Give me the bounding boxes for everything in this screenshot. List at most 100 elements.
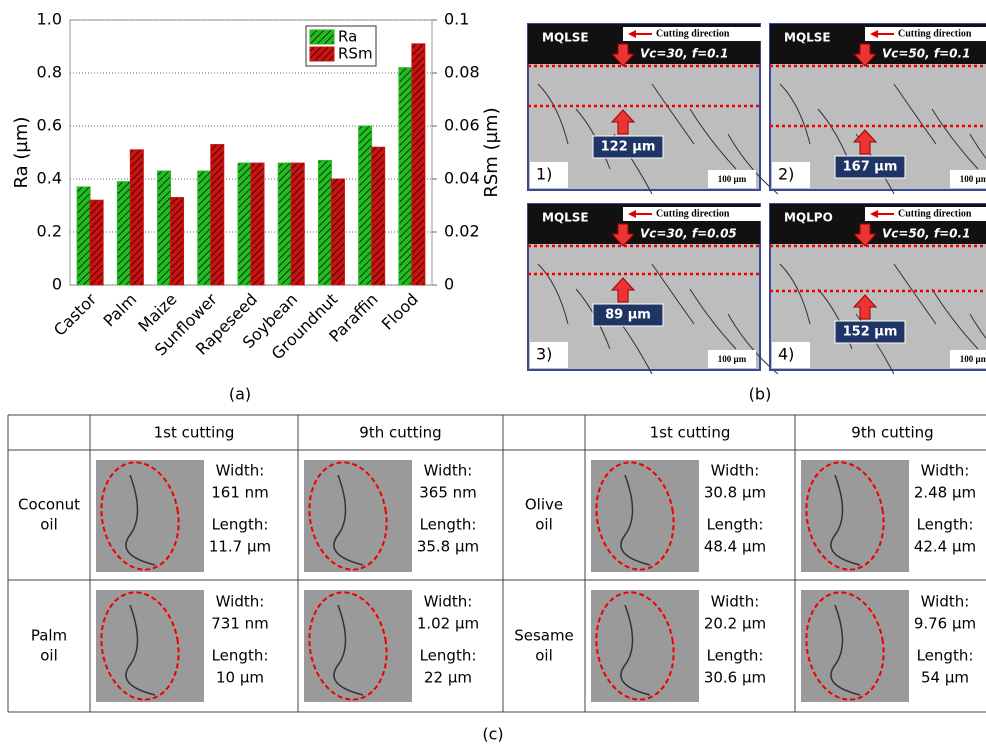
scale-label: 100 µm [960,354,986,364]
process-label: MQLSE [542,31,589,45]
y2-tick-label: 0.1 [444,10,469,29]
cell-text: 365 nm [419,484,477,502]
caption: (b) [749,385,772,404]
bar [318,160,331,285]
bar [372,147,385,285]
row-label: oil [40,516,58,534]
bar [77,187,90,285]
y-tick-label: 0.4 [37,169,62,188]
page: 00.20.40.60.81.000.020.040.060.080.1Ra (… [0,0,986,748]
column-header: 1st cutting [650,424,731,442]
sem-image [304,460,412,572]
row-label: Palm [31,627,67,645]
bar [331,179,344,285]
y-tick-label: 0.8 [37,63,62,82]
y-axis-label: Ra (µm) [11,117,32,189]
bar [198,171,211,285]
params-label: Vc=50, f=0.1 [882,227,970,241]
cell-text: Length: [707,647,764,665]
cell-text: 30.6 µm [704,669,766,687]
bar [238,163,251,285]
legend-swatch [310,47,334,61]
sem-image [591,460,699,572]
sem-image [801,590,909,702]
process-label: MQLSE [542,211,589,225]
depth-label: 122 µm [601,140,656,155]
cell-text: Width: [424,593,473,611]
cell-text: Length: [917,516,974,534]
y-tick-label: 0.6 [37,116,62,135]
row-label: Coconut [18,496,80,514]
bar [117,182,130,285]
cell-text: 35.8 µm [417,538,479,556]
index-label: 4) [778,345,794,364]
cell-text: 42.4 µm [914,538,976,556]
x-tick-label: Castor [50,289,100,339]
y-tick-label: 0.2 [37,222,62,241]
cell-text: 20.2 µm [704,615,766,633]
sem-image [96,460,204,572]
cell-text: Length: [420,647,477,665]
figure: 00.20.40.60.81.000.020.040.060.080.1Ra (… [0,0,986,748]
cell-text: Length: [917,647,974,665]
scale-label: 100 µm [718,174,747,184]
cell-text: 10 µm [216,669,264,687]
bar [399,68,412,285]
cell-text: Width: [216,462,265,480]
column-header: 1st cutting [154,424,235,442]
y2-tick-label: 0.08 [444,63,480,82]
y2-tick-label: 0.04 [444,169,480,188]
cell-text: 22 µm [424,669,472,687]
y2-tick-label: 0.02 [444,222,480,241]
cell-text: 9.76 µm [914,615,976,633]
scale-label: 100 µm [718,354,747,364]
x-tick-label: Palm [99,290,140,331]
cell-text: 54 µm [921,669,969,687]
bar [130,150,143,285]
cell-text: Width: [711,593,760,611]
process-label: MQLPO [784,211,833,225]
bar [90,200,103,285]
sem-image [801,460,909,572]
cell-text: Width: [216,593,265,611]
y-tick-label: 0 [52,275,62,294]
depth-label: 167 µm [843,160,898,175]
cell-text: 2.48 µm [914,484,976,502]
depth-label: 152 µm [843,325,898,340]
params-label: Vc=30, f=0.1 [640,47,728,61]
index-label: 1) [536,165,552,184]
y2-axis-label: RSm (µm) [481,107,502,197]
cell-text: Width: [921,462,970,480]
cell-text: 731 nm [211,615,269,633]
index-label: 3) [536,345,552,364]
params-label: Vc=50, f=0.1 [882,47,970,61]
caption: (c) [482,725,503,744]
legend-label: RSm [338,45,373,63]
row-label: oil [535,516,553,534]
direction-label: Cutting direction [656,28,730,39]
cell-text: 1.02 µm [417,615,479,633]
direction-label: Cutting direction [656,208,730,219]
x-tick-label: Flood [378,290,422,334]
legend-label: Ra [338,28,357,46]
y-tick-label: 1.0 [37,10,62,29]
row-label: Sesame [514,627,574,645]
legend-swatch [310,30,334,44]
direction-label: Cutting direction [898,208,972,219]
row-label: Olive [525,496,563,514]
cell-text: 48.4 µm [704,538,766,556]
bar [211,145,224,285]
bar [359,126,372,285]
y2-tick-label: 0 [444,275,454,294]
scale-label: 100 µm [960,174,986,184]
bar [278,163,291,285]
cell-text: 11.7 µm [209,538,271,556]
depth-label: 89 µm [605,308,651,323]
column-header: 9th cutting [851,424,933,442]
cell-text: Width: [424,462,473,480]
cell-text: Width: [921,593,970,611]
direction-label: Cutting direction [898,28,972,39]
cell-text: Width: [711,462,760,480]
row-label: oil [40,647,58,665]
caption: (a) [229,385,251,404]
